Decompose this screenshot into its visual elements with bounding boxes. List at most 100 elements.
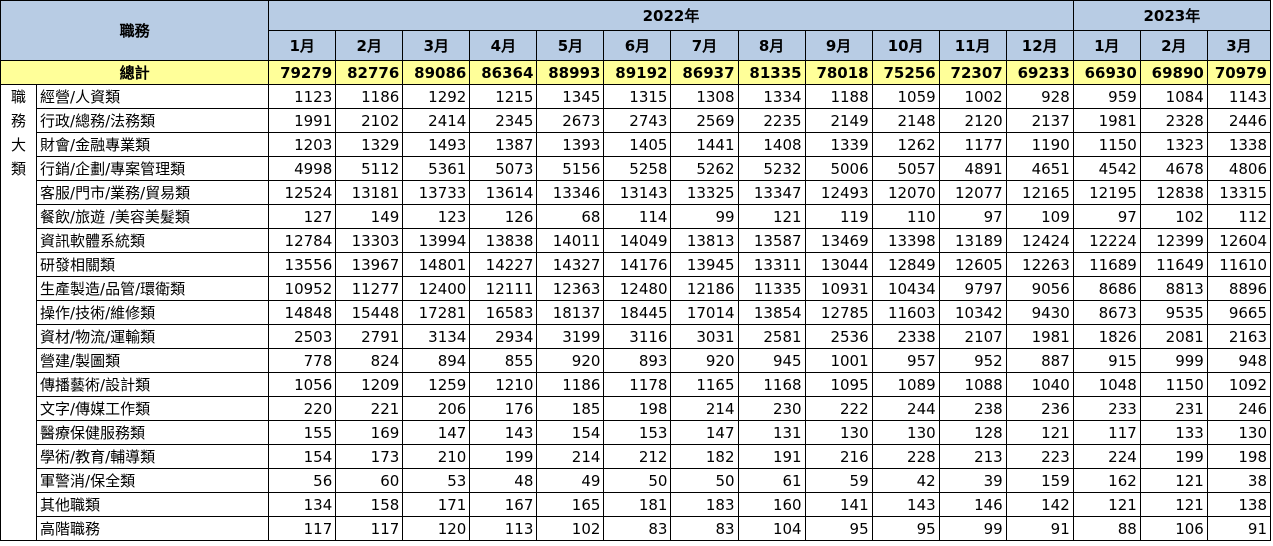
total-row: 總計 79279 82776 89086 86364 88993 89192 86937 81… — [0, 60, 1272, 85]
value-cell: 2791 — [335, 324, 404, 349]
value-cell: 130 — [1206, 420, 1272, 445]
value-cell: 120 — [402, 516, 471, 541]
value-cell: 206 — [402, 396, 471, 421]
month-header: 12月 — [1005, 30, 1074, 61]
table-row: 行銷/企劃/專案管理類 4998 5112 5361 5073 5156 5258 5262 5… — [1, 156, 1272, 181]
category-label: 行銷/企劃/專案管理類 — [36, 156, 270, 181]
value-cell: 1981 — [1005, 324, 1074, 349]
value-cell: 39 — [938, 468, 1007, 493]
value-cell: 131 — [737, 420, 806, 445]
value-cell: 1329 — [335, 132, 404, 157]
value-cell: 2934 — [469, 324, 538, 349]
value-cell: 216 — [804, 444, 873, 469]
value-cell: 50 — [603, 468, 672, 493]
value-cell: 176 — [469, 396, 538, 421]
value-cell: 167 — [469, 492, 538, 517]
value-cell: 117 — [335, 516, 404, 541]
value-cell: 1339 — [804, 132, 873, 157]
value-cell: 12524 — [268, 180, 337, 205]
category-label: 行政/總務/法務類 — [36, 108, 270, 133]
value-cell: 5112 — [335, 156, 404, 181]
table-header: 職務 2022年 2023年 1月 2月 3月 4月 5月 6月 7月 8月 9月 10月 11月 12… — [0, 0, 1272, 61]
value-cell: 959 — [1072, 84, 1141, 109]
month-header: 2月 — [1139, 30, 1208, 61]
table-row: 醫療保健服務類 155 169 147 143 154 153 147 131 130 130 128… — [1, 420, 1272, 445]
value-cell: 1056 — [268, 372, 337, 397]
value-cell: 1002 — [938, 84, 1007, 109]
month-header: 3月 — [402, 30, 471, 61]
table-row: 營建/製圖類 778 824 894 855 920 893 920 945 1001 957 952… — [1, 348, 1272, 373]
category-label: 研發相關類 — [36, 252, 270, 277]
value-cell: 110 — [871, 204, 940, 229]
value-cell: 13325 — [670, 180, 739, 205]
value-cell: 2338 — [871, 324, 940, 349]
value-cell: 5232 — [737, 156, 806, 181]
value-cell: 113 — [469, 516, 538, 541]
value-cell: 97 — [938, 204, 1007, 229]
value-cell: 11335 — [737, 276, 806, 301]
value-cell: 957 — [871, 348, 940, 373]
value-cell: 12480 — [603, 276, 672, 301]
value-cell: 2149 — [804, 108, 873, 133]
value-cell: 4806 — [1206, 156, 1272, 181]
value-cell: 3134 — [402, 324, 471, 349]
value-cell: 121 — [1005, 420, 1074, 445]
value-cell: 5258 — [603, 156, 672, 181]
value-cell: 1143 — [1206, 84, 1272, 109]
value-cell: 165 — [536, 492, 605, 517]
value-cell: 198 — [1206, 444, 1272, 469]
value-cell: 1210 — [469, 372, 538, 397]
value-cell: 117 — [1072, 420, 1141, 445]
total-value-cell: 69233 — [1005, 60, 1074, 85]
value-cell: 920 — [670, 348, 739, 373]
value-cell: 12605 — [938, 252, 1007, 277]
value-cell: 13614 — [469, 180, 538, 205]
value-cell: 2148 — [871, 108, 940, 133]
total-value-cell: 78018 — [804, 60, 873, 85]
value-cell: 1040 — [1005, 372, 1074, 397]
table-row: 餐飲/旅遊 /美容美髮類 127 149 123 126 68 114 99 121 119 110… — [1, 204, 1272, 229]
value-cell: 1323 — [1139, 132, 1208, 157]
year-header: 2022年 — [268, 0, 1074, 31]
value-cell: 10342 — [938, 300, 1007, 325]
value-cell: 1441 — [670, 132, 739, 157]
value-cell: 14049 — [603, 228, 672, 253]
value-cell: 154 — [536, 420, 605, 445]
value-cell: 11689 — [1072, 252, 1141, 277]
value-cell: 153 — [603, 420, 672, 445]
value-cell: 121 — [1139, 492, 1208, 517]
value-cell: 915 — [1072, 348, 1141, 373]
category-label: 文字/傳媒工作類 — [36, 396, 270, 421]
table-row: 資訊軟體系統類 12784 13303 13994 13838 14011 14049 138… — [1, 228, 1272, 253]
value-cell: 778 — [268, 348, 337, 373]
value-cell: 221 — [335, 396, 404, 421]
month-header: 6月 — [603, 30, 672, 61]
value-cell: 214 — [670, 396, 739, 421]
value-cell: 160 — [737, 492, 806, 517]
year-header: 2023年 — [1072, 0, 1272, 31]
value-cell: 12224 — [1072, 228, 1141, 253]
value-cell: 999 — [1139, 348, 1208, 373]
value-cell: 13469 — [804, 228, 873, 253]
month-header: 8月 — [737, 30, 806, 61]
value-cell: 824 — [335, 348, 404, 373]
month-header: 3月 — [1206, 30, 1272, 61]
table-row: 行政/總務/法務類 1991 2102 2414 2345 2673 2743 2569 223… — [1, 108, 1272, 133]
value-cell: 199 — [469, 444, 538, 469]
total-value-cell: 75256 — [871, 60, 940, 85]
table-row: 軍警消/保全類 56 60 53 48 49 50 50 61 59 42 39 159 162 121 38 — [1, 468, 1272, 493]
total-value-cell: 72307 — [938, 60, 1007, 85]
value-cell: 183 — [670, 492, 739, 517]
value-cell: 2581 — [737, 324, 806, 349]
side-label-char: 類 — [11, 160, 27, 178]
value-cell: 894 — [402, 348, 471, 373]
total-value-cell: 82776 — [335, 60, 404, 85]
value-cell: 238 — [938, 396, 1007, 421]
value-cell: 13315 — [1206, 180, 1272, 205]
value-cell: 12111 — [469, 276, 538, 301]
value-cell: 5361 — [402, 156, 471, 181]
value-cell: 14176 — [603, 252, 672, 277]
year-header-row: 職務 2022年 2023年 — [0, 0, 1272, 61]
value-cell: 230 — [737, 396, 806, 421]
value-cell: 8813 — [1139, 276, 1208, 301]
